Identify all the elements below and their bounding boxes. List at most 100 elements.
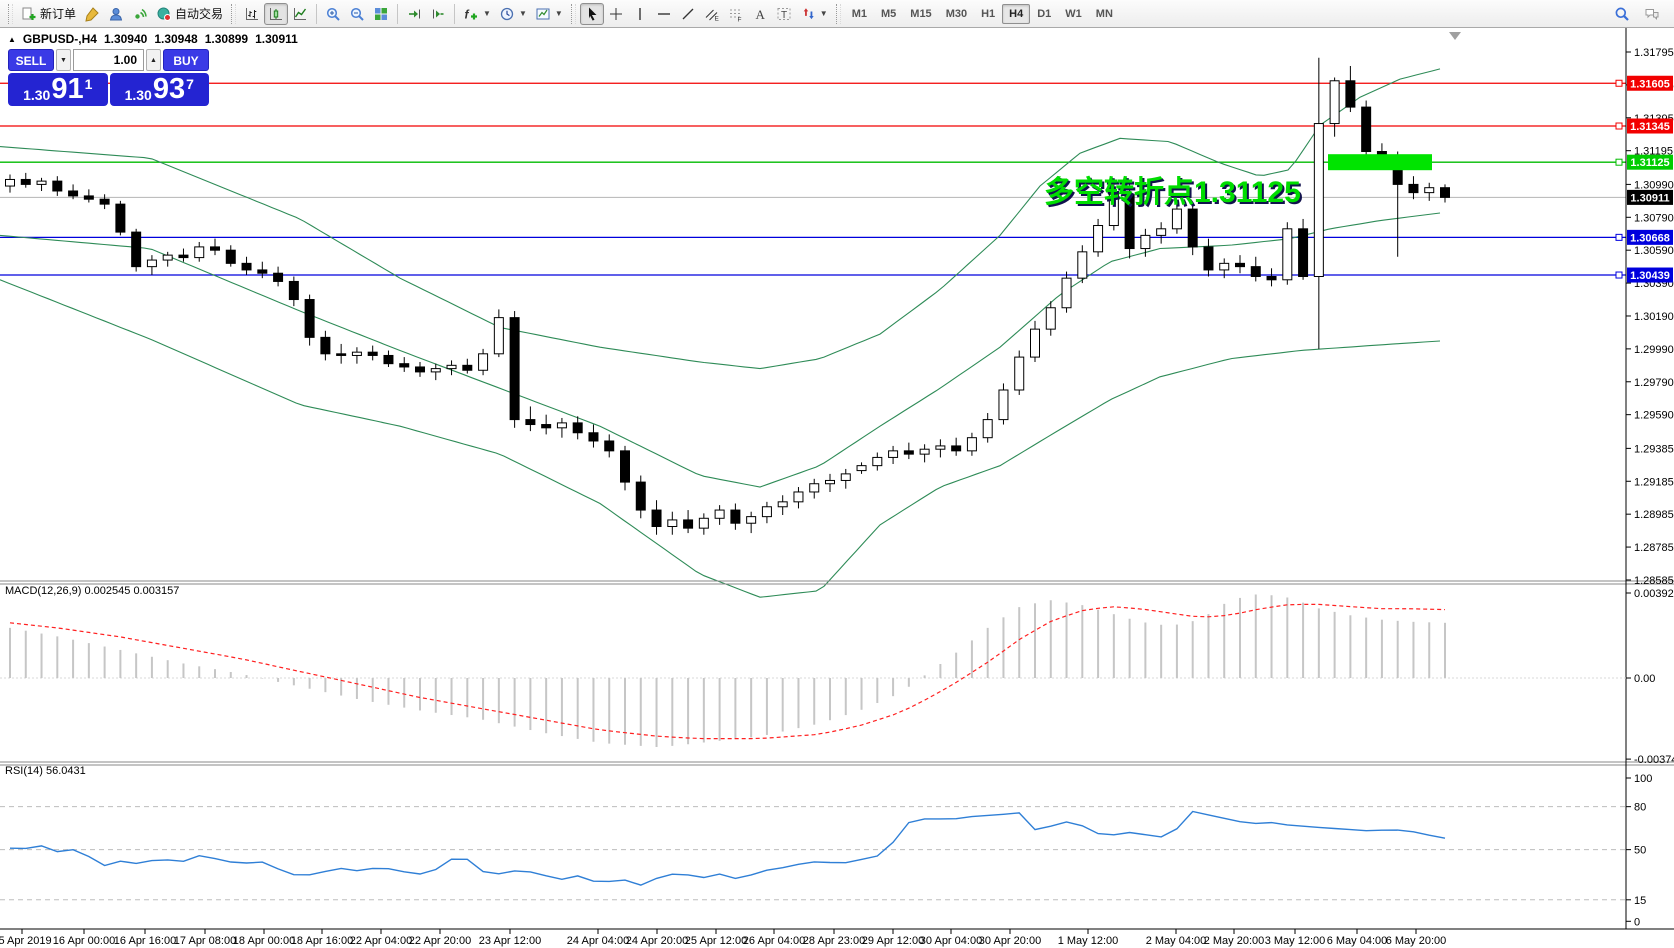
candle [903,450,914,455]
chart-shift-button[interactable] [426,3,450,25]
time-tick-label: 3 May 12:00 [1265,935,1326,947]
candle [998,389,1009,421]
buy-price-display[interactable]: 1.30 93 7 [109,73,209,106]
bollinger-upper-band [0,68,1441,370]
toolbar-right-icons [1610,3,1670,25]
rsi-panel [0,806,1626,901]
candlestick-button[interactable] [264,2,289,25]
timeframe-mn-button[interactable]: MN [1089,4,1120,24]
timeframe-m30-button[interactable]: M30 [939,4,974,24]
volume-decrease-button[interactable]: ▼ [56,49,71,71]
crosshair-button[interactable] [604,3,628,25]
autotrading-icon [157,7,172,21]
bar-chart-button[interactable] [240,3,264,25]
price-tick-label: 1.30990 [1634,179,1674,191]
volume-input[interactable] [73,49,144,71]
collapse-quotes-icon[interactable]: ▲ [8,34,16,44]
line-chart-button[interactable] [288,3,312,25]
indicators-button[interactable]: f ▼ [459,3,495,25]
timeframe-d1-button[interactable]: D1 [1030,4,1058,24]
candle [241,262,252,271]
candle [777,501,788,508]
sell-button[interactable]: SELL [8,49,54,71]
buy-price-prefix: 1.30 [124,87,152,103]
cursor-button[interactable] [579,2,604,25]
candle [1061,277,1072,309]
autotrading-button[interactable]: 自动交易 [152,3,227,25]
new-order-button[interactable]: 新订单 [17,3,80,25]
auto-scroll-button[interactable] [402,3,426,25]
chevron-down-icon: ▼ [518,9,527,18]
ohlc-open: 1.30940 [103,32,148,46]
line-endpoint-marker [1615,79,1623,87]
arrows-button[interactable]: ▼ [796,3,832,25]
metaeditor-button[interactable] [80,3,104,25]
new-order-icon [22,7,36,20]
candle [257,269,268,274]
ohlc-high: 1.30948 [154,32,198,46]
rsi-tick-label: 50 [1634,845,1646,857]
timeframe-h4-button[interactable]: H4 [1002,3,1031,24]
text-button[interactable]: A [748,3,772,25]
candle [525,419,536,426]
candle [1361,106,1372,153]
candle [746,516,757,524]
candle [1140,234,1151,250]
price-badge [1627,118,1673,134]
text-label-button[interactable]: T [772,3,796,25]
candle [951,445,962,452]
candle [83,195,94,200]
price-tick-label: 1.29385 [1634,443,1674,455]
candle [698,517,709,529]
candle [1235,262,1245,268]
buy-button[interactable]: BUY [163,49,209,71]
candle [210,246,220,251]
templates-icon [536,8,550,19]
volume-increase-button[interactable]: ▲ [146,49,161,71]
periods-button[interactable]: ▼ [495,3,531,25]
candle [541,424,552,429]
tile-windows-button[interactable] [369,3,393,25]
time-tick-label: 6 May 04:00 [1327,935,1388,947]
price-badge-label: 1.31345 [1630,121,1670,133]
candle [620,450,630,483]
time-tick-label: 1 May 12:00 [1058,935,1119,947]
new-order-label: 新订单 [40,7,77,21]
timeframe-m5-button[interactable]: M5 [874,4,903,24]
time-tick-label: 26 Apr 04:00 [743,935,805,947]
toolbar-separator [397,3,399,24]
trendline-button[interactable] [676,3,700,25]
zoom-out-button[interactable] [345,3,369,25]
candle [1203,246,1214,271]
sell-price-display[interactable]: 1.30 91 1 [8,73,108,106]
chart-shift-marker[interactable] [1449,32,1461,40]
price-badge [1627,189,1673,205]
candle [1045,307,1056,330]
channel-button[interactable]: E [700,3,724,25]
toolbar-grip [570,3,576,24]
timeframe-w1-button[interactable]: W1 [1058,4,1089,24]
templates-button[interactable]: ▼ [531,3,567,25]
community-button[interactable] [1640,3,1664,25]
zoom-in-button[interactable] [321,3,345,25]
cursor-icon [588,7,597,21]
chart-canvas[interactable]: 1.317951.315951.313951.311951.309901.307… [0,28,1674,948]
signals-button[interactable] [128,3,152,25]
toolbar-grip [231,3,237,24]
search-button[interactable] [1610,3,1634,25]
profile-button[interactable] [104,3,128,25]
candle [383,354,394,365]
triangle-down-icon: ▼ [60,56,67,64]
macd-tick-label: 0.00 [1634,673,1655,685]
time-tick-label: 18 Apr 00:00 [233,935,295,947]
price-badge [1627,75,1673,91]
shift [1449,32,1461,40]
timeframe-m1-button[interactable]: M1 [845,4,874,24]
fibonacci-button[interactable]: F [724,3,748,25]
timeframe-m15-button[interactable]: M15 [903,4,938,24]
price-tick-label: 1.30590 [1634,245,1674,257]
hline-button[interactable] [652,3,676,25]
toolbar-grip [8,3,13,24]
vline-button[interactable] [628,3,652,25]
timeframe-h1-button[interactable]: H1 [974,4,1002,24]
